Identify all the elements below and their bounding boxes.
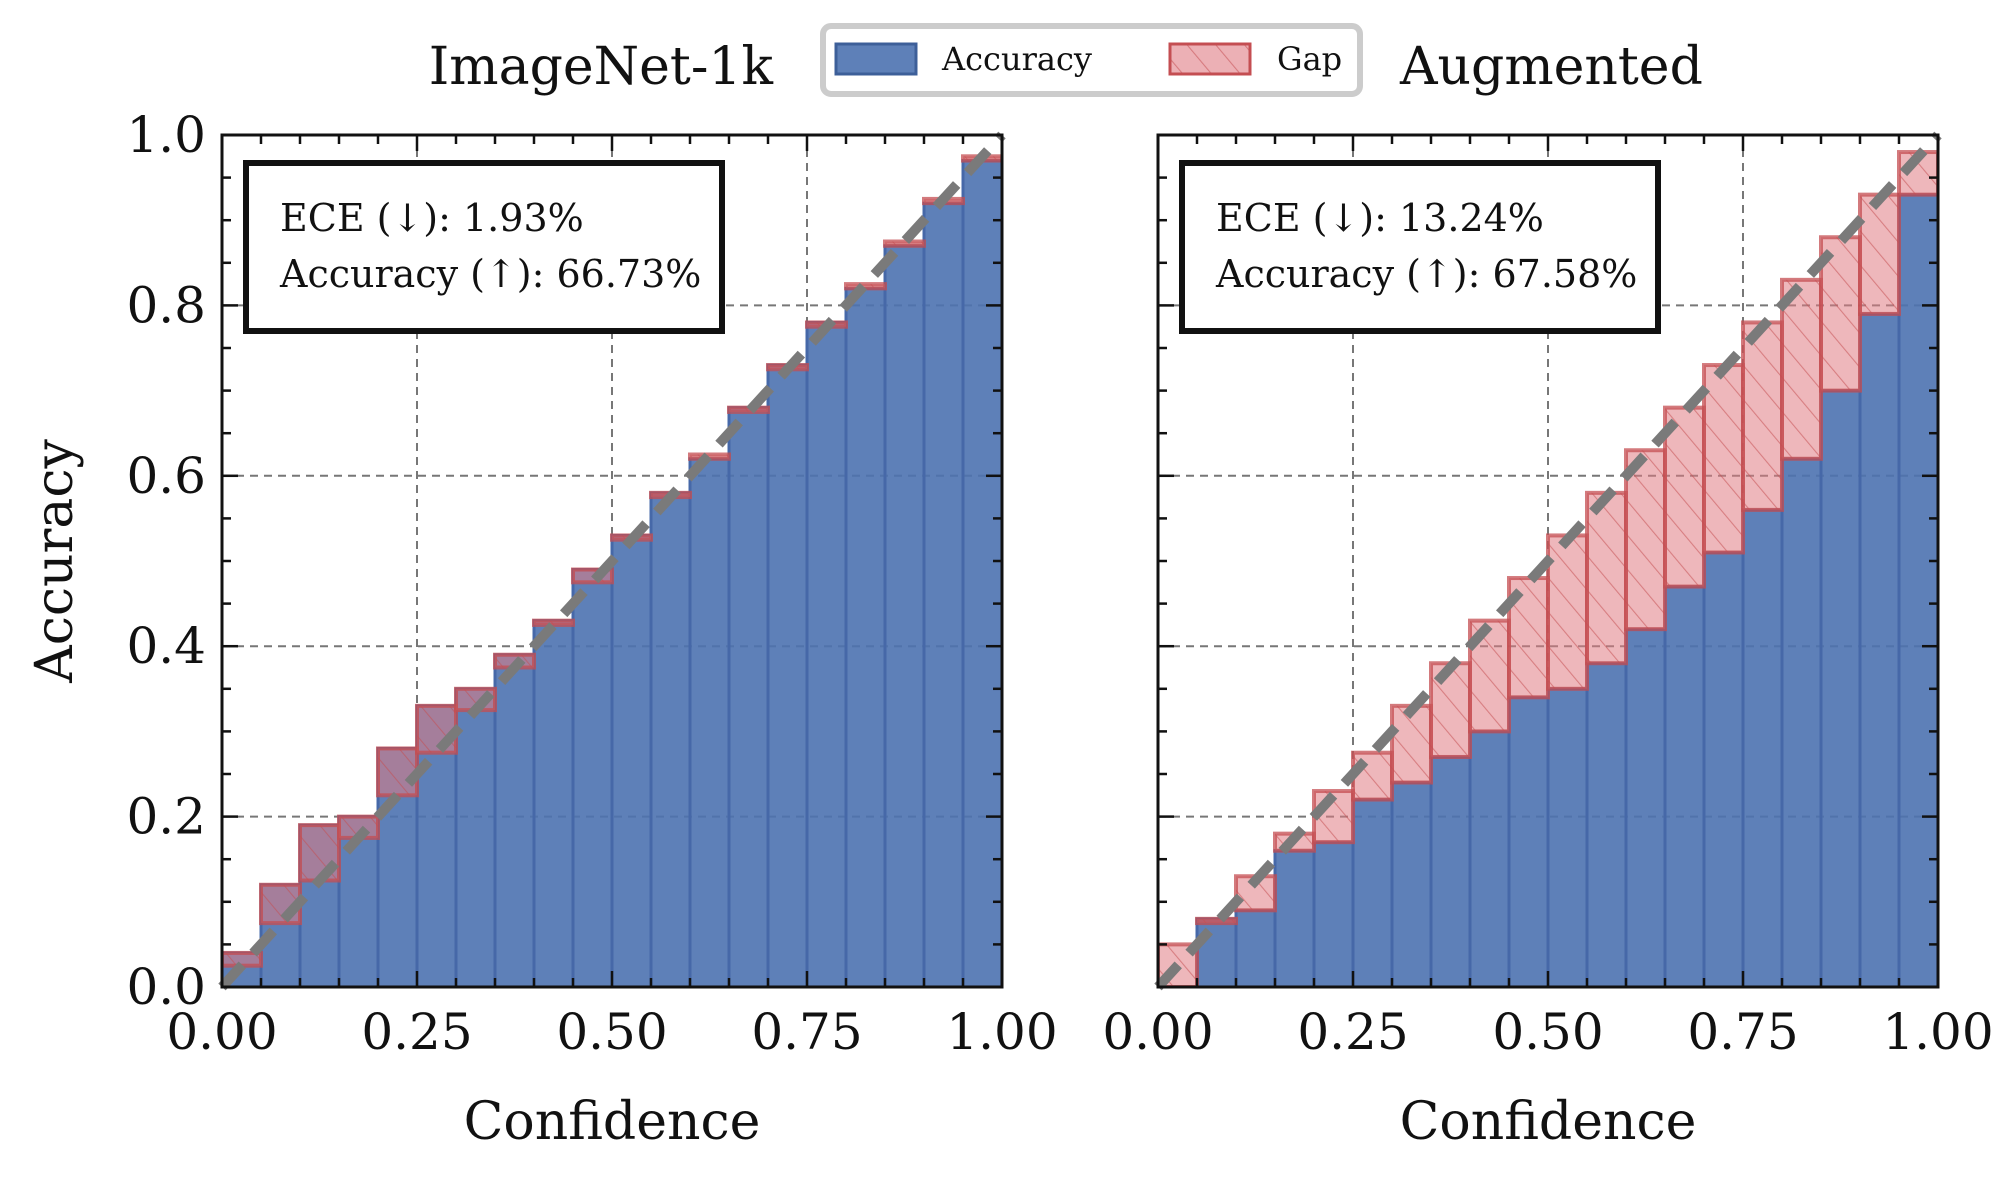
gap-bar-hatch (690, 454, 729, 459)
panel-title-augmented: Augmented (1399, 37, 1703, 97)
accuracy-bar (1819, 389, 1862, 987)
perfect-calibration-line-augmented (1154, 131, 1942, 991)
x-axis-label-imagenet: Confidence (464, 1092, 761, 1152)
gap-bar-hatch (1587, 492, 1626, 664)
accuracy-bar (1507, 695, 1550, 987)
gap-bar-hatch (1626, 450, 1665, 630)
gap-bar-hatch (885, 241, 924, 246)
ece-text-augmented: ECE (↓): 13.24% (1216, 196, 1544, 240)
legend: Accuracy Gap (820, 23, 1363, 97)
accuracy-bar (961, 159, 1002, 987)
x-tick-label: 0.25 (361, 1003, 472, 1061)
accuracy-bar (1858, 312, 1901, 987)
legend-accuracy-swatch (834, 42, 918, 76)
accuracy-bar (571, 568, 614, 987)
accuracy-bar (1429, 755, 1472, 987)
accuracy-bar (1234, 908, 1277, 987)
accuracy-bar (493, 653, 536, 987)
tick-labels-imagenet: 0.00 0.25 0.50 0.75 1.00 0.0 0.2 0.4 0.6 0.8 1.0 (126, 106, 1057, 1061)
gap-bar-hatch (1665, 407, 1704, 587)
gap-bar-hatch (846, 284, 885, 289)
x-tick-label: 0.75 (751, 1003, 862, 1061)
panel-augmented: 0.00 0.25 0.50 0.75 1.00 ECE (↓): 13.24% Acc… (1102, 37, 1993, 1152)
accuracy-bar (805, 320, 848, 987)
accuracy-bar (649, 491, 692, 987)
accuracy-bar (922, 201, 965, 987)
accuracy-bar (766, 363, 809, 987)
panel-title-imagenet: ImageNet-1k (429, 37, 774, 97)
accuracy-bar (688, 457, 731, 987)
accuracy-bar (1390, 781, 1433, 987)
gap-bar-hatch (1353, 752, 1392, 800)
x-tick-label: 0.00 (166, 1003, 277, 1061)
accuracy-bar (610, 533, 653, 987)
accuracy-text-imagenet: Accuracy (↑): 66.73% (279, 252, 701, 296)
y-tick-label: 0.0 (126, 958, 206, 1016)
ece-text-imagenet: ECE (↓): 1.93% (280, 196, 584, 240)
accuracy-bar (844, 286, 887, 987)
accuracy-bar (454, 687, 497, 987)
gap-bar-hatch (1548, 535, 1587, 689)
accuracy-bar (1273, 849, 1316, 987)
accuracy-bar (1663, 585, 1706, 987)
accuracy-bar (883, 244, 926, 987)
y-tick-label: 0.6 (126, 447, 206, 505)
gap-bar-hatch (729, 407, 768, 412)
y-tick-label: 0.8 (126, 276, 206, 334)
accuracy-bar (1897, 193, 1938, 987)
tick-labels-augmented: 0.00 0.25 0.50 0.75 1.00 (1102, 1003, 1993, 1061)
accuracy-text-augmented: Accuracy (↑): 67.58% (1215, 252, 1637, 296)
legend-gap-label: Gap (1277, 40, 1342, 78)
x-tick-label: 0.00 (1102, 1003, 1213, 1061)
gap-bar-hatch (222, 952, 261, 966)
accuracy-bar (1780, 457, 1823, 987)
y-tick-label: 0.2 (126, 788, 206, 846)
y-tick-label: 0.4 (126, 617, 206, 675)
accuracy-bar (1195, 917, 1238, 987)
annotation-box-augmented: ECE (↓): 13.24% Accuracy (↑): 67.58% (1179, 160, 1661, 334)
accuracy-bar (1585, 661, 1628, 987)
gap-bar-hatch (1704, 365, 1743, 553)
annotation-box-imagenet: ECE (↓): 1.93% Accuracy (↑): 66.73% (243, 160, 725, 334)
perfect-calibration-line-imagenet (218, 131, 1006, 991)
accuracy-bar (532, 619, 575, 987)
x-tick-label: 0.75 (1687, 1003, 1798, 1061)
x-axis-label-augmented: Confidence (1400, 1092, 1697, 1152)
legend-accuracy-label: Accuracy (941, 40, 1092, 78)
panel-imagenet: 0.00 0.25 0.50 0.75 1.00 0.0 0.2 0.4 0.6 0.8 1.0 E… (25, 37, 1058, 1152)
legend-gap-hatch (1170, 44, 1250, 74)
y-axis-label-imagenet: Accuracy (25, 439, 85, 684)
accuracy-bar (1741, 508, 1784, 987)
gap-bar-hatch (534, 620, 573, 625)
accuracy-bar (1312, 840, 1355, 987)
gap-bar-hatch (1743, 322, 1782, 510)
annotation-frame-augmented (1179, 160, 1661, 334)
annotation-frame-imagenet (243, 160, 725, 334)
accuracy-bar (1702, 550, 1745, 987)
gap-bar-hatch (1392, 705, 1431, 783)
accuracy-bar (1546, 687, 1589, 987)
x-tick-label: 1.00 (946, 1003, 1057, 1061)
gap-bar-hatch (1782, 279, 1821, 459)
x-tick-label: 0.50 (556, 1003, 667, 1061)
x-tick-label: 1.00 (1882, 1003, 1993, 1061)
accuracy-bar (1468, 729, 1511, 987)
x-tick-label: 0.25 (1297, 1003, 1408, 1061)
gap-bar-hatch (1860, 194, 1899, 314)
gap-bar-hatch (1197, 918, 1236, 924)
x-tick-label: 0.50 (1492, 1003, 1603, 1061)
ticks-augmented (1156, 133, 1940, 989)
y-tick-label: 1.0 (126, 106, 206, 164)
accuracy-bar (1351, 798, 1394, 987)
gap-bar-hatch (378, 748, 417, 796)
accuracy-bar (727, 406, 770, 987)
bars-augmented (1158, 150, 1938, 987)
ticks-imagenet (220, 133, 1004, 989)
bars-imagenet (222, 154, 1002, 987)
accuracy-bar (1624, 627, 1667, 987)
